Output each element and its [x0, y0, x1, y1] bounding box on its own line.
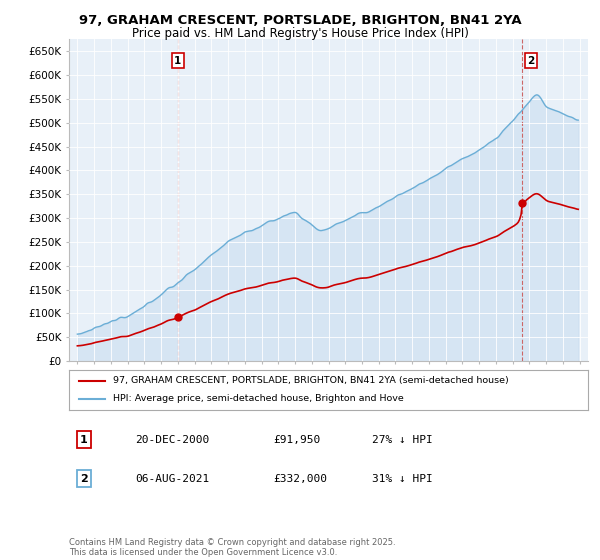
Text: 97, GRAHAM CRESCENT, PORTSLADE, BRIGHTON, BN41 2YA: 97, GRAHAM CRESCENT, PORTSLADE, BRIGHTON… — [79, 14, 521, 27]
Text: £91,950: £91,950 — [273, 435, 320, 445]
Text: 20-DEC-2000: 20-DEC-2000 — [135, 435, 209, 445]
Text: 2: 2 — [80, 474, 88, 484]
Text: 2: 2 — [527, 55, 535, 66]
Text: HPI: Average price, semi-detached house, Brighton and Hove: HPI: Average price, semi-detached house,… — [113, 394, 404, 403]
Text: Price paid vs. HM Land Registry's House Price Index (HPI): Price paid vs. HM Land Registry's House … — [131, 27, 469, 40]
Text: 27% ↓ HPI: 27% ↓ HPI — [372, 435, 433, 445]
Text: Contains HM Land Registry data © Crown copyright and database right 2025.
This d: Contains HM Land Registry data © Crown c… — [69, 538, 395, 557]
Text: 97, GRAHAM CRESCENT, PORTSLADE, BRIGHTON, BN41 2YA (semi-detached house): 97, GRAHAM CRESCENT, PORTSLADE, BRIGHTON… — [113, 376, 509, 385]
Text: 1: 1 — [174, 55, 181, 66]
Text: 31% ↓ HPI: 31% ↓ HPI — [372, 474, 433, 484]
Text: 06-AUG-2021: 06-AUG-2021 — [135, 474, 209, 484]
Text: £332,000: £332,000 — [273, 474, 327, 484]
Text: 1: 1 — [80, 435, 88, 445]
